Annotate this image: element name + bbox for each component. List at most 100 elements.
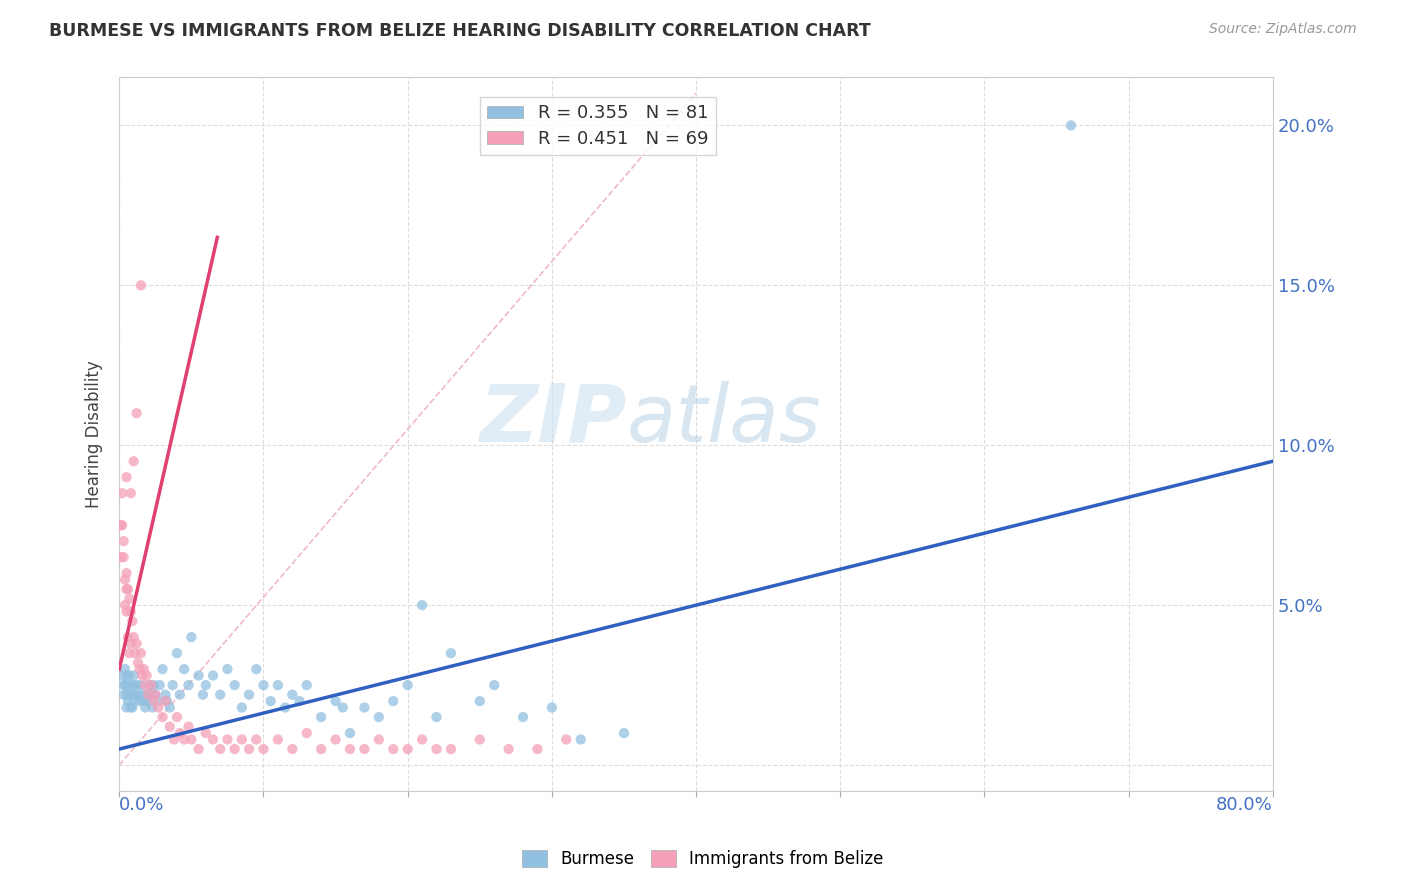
Point [129,678,152,692]
Point [382,694,405,708]
Point [159,720,181,734]
Legend: Burmese, Immigrants from Belize: Burmese, Immigrants from Belize [516,843,890,875]
Point [440,742,463,756]
Point [425,710,447,724]
Point [136,688,159,702]
Point [238,742,260,756]
Point [114,662,136,676]
Point [411,732,433,747]
Point [132,662,155,676]
Point [309,710,332,724]
Point [111,518,134,533]
Point [159,700,181,714]
Point [152,662,174,676]
Point [209,688,232,702]
Point [156,694,179,708]
Point [169,688,191,702]
Point [125,678,148,692]
Point [163,732,186,747]
Point [143,688,166,702]
Point [180,732,202,747]
Point [224,678,246,692]
Point [120,678,142,692]
Point [367,710,389,724]
Point [128,694,150,708]
Point [468,732,491,747]
Point [396,742,419,756]
Point [194,726,217,740]
Point [267,732,290,747]
Point [252,678,274,692]
Point [180,630,202,644]
Point [125,406,148,420]
Point [295,726,318,740]
Point [117,694,139,708]
Point [115,700,138,714]
Point [122,454,145,468]
Point [112,534,135,549]
Point [117,678,139,692]
Point [353,700,375,714]
Point [281,742,304,756]
Point [281,688,304,702]
Point [112,550,135,565]
Point [115,582,138,596]
Point [498,742,520,756]
Point [260,694,283,708]
Point [149,678,172,692]
Point [142,694,165,708]
Point [131,668,153,682]
Legend: R = 0.355   N = 81, R = 0.451   N = 69: R = 0.355 N = 81, R = 0.451 N = 69 [481,97,716,155]
Point [134,678,156,692]
Point [217,662,239,676]
Point [110,550,132,565]
Point [166,646,188,660]
Point [194,678,217,692]
Point [118,591,141,606]
Point [245,662,267,676]
Point [122,694,145,708]
Point [274,700,297,714]
Point [124,688,146,702]
Point [555,732,578,747]
Point [132,694,155,708]
Text: 80.0%: 80.0% [1216,796,1272,814]
Point [127,656,149,670]
Point [166,710,188,724]
Text: atlas: atlas [627,381,821,458]
Point [440,646,463,660]
Point [111,668,134,682]
Point [411,598,433,612]
Point [131,688,153,702]
Point [125,636,148,650]
Point [353,742,375,756]
Point [120,700,142,714]
Point [613,726,636,740]
Point [468,694,491,708]
Point [425,742,447,756]
Point [118,688,141,702]
Point [114,573,136,587]
Point [169,726,191,740]
Point [382,742,405,756]
Point [136,694,159,708]
Point [155,688,177,702]
Point [117,630,139,644]
Point [217,732,239,747]
Point [120,636,142,650]
Point [155,694,177,708]
Point [231,700,253,714]
Point [339,742,361,756]
Point [288,694,311,708]
Text: BURMESE VS IMMIGRANTS FROM BELIZE HEARING DISABILITY CORRELATION CHART: BURMESE VS IMMIGRANTS FROM BELIZE HEARIN… [49,22,870,40]
Point [173,732,195,747]
Point [115,470,138,484]
Point [114,598,136,612]
Point [139,688,162,702]
Point [118,646,141,660]
Point [111,486,134,500]
Point [201,732,224,747]
Point [295,678,318,692]
Point [115,566,138,581]
Point [115,605,138,619]
